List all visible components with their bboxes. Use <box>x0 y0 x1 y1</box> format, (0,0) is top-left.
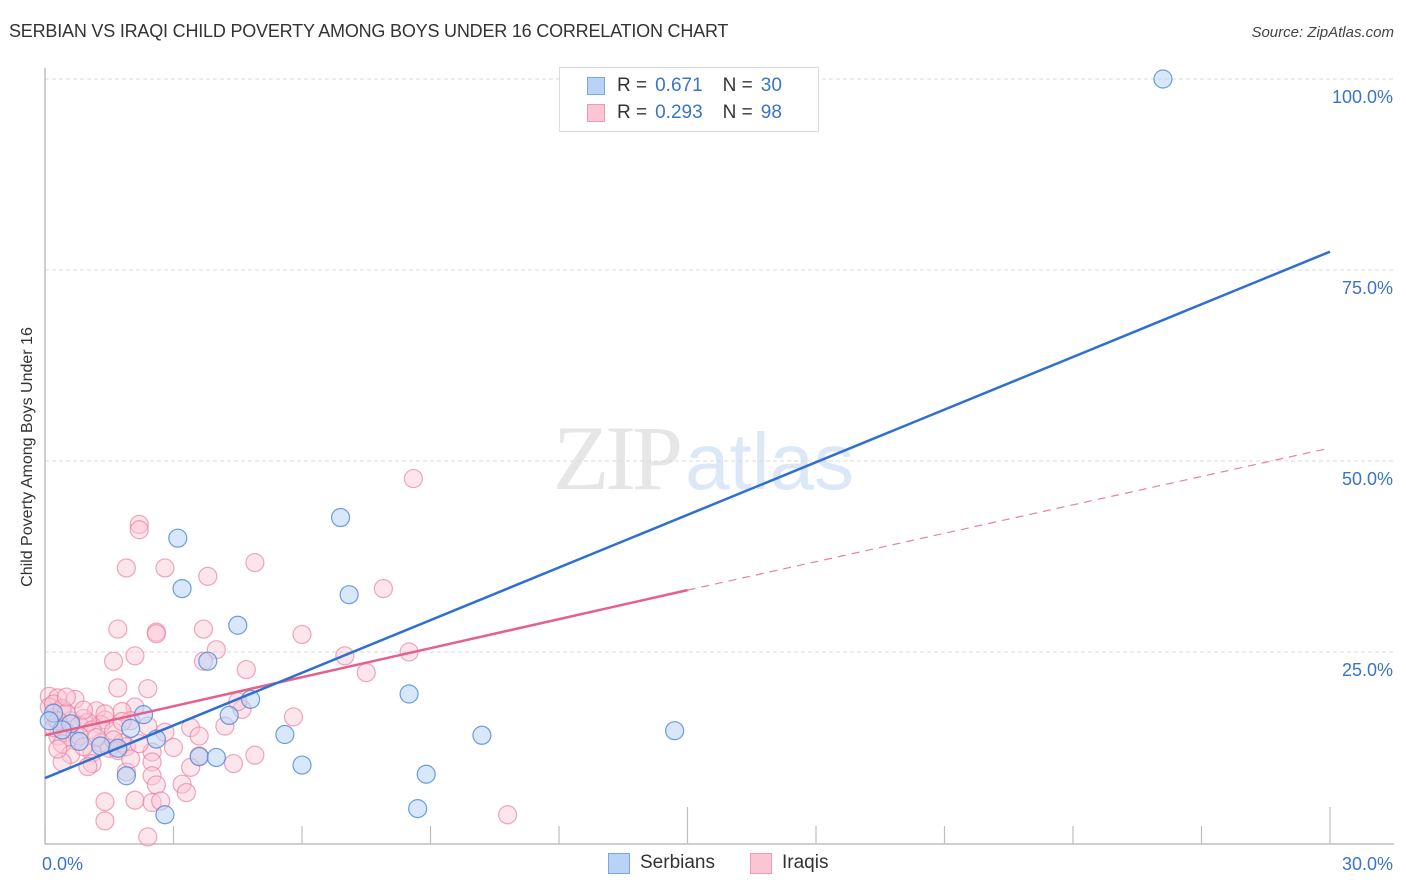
n-label: N = <box>722 75 753 96</box>
serbian-point <box>228 615 248 635</box>
y-axis-label: Child Poverty Among Boys Under 16 <box>19 327 36 587</box>
iraqi-point <box>138 679 158 699</box>
iraqi-point <box>198 566 218 586</box>
serbian-point <box>339 585 359 605</box>
n-label: N = <box>722 102 753 123</box>
r-label: R = <box>617 102 648 123</box>
iraqi-point <box>236 659 256 680</box>
iraqi-point <box>245 745 265 765</box>
iraqi-point <box>103 651 124 671</box>
y-tick-label: 100.0% <box>1332 87 1393 107</box>
iraqi-point <box>163 737 184 758</box>
iraqi-point <box>138 827 158 847</box>
serbian-point <box>69 731 89 751</box>
iraqi-point <box>129 520 149 540</box>
iraqis-trend-line <box>44 588 688 737</box>
iraqis-swatch-icon <box>587 104 605 122</box>
legend-item-iraqis[interactable]: Iraqis <box>750 852 828 874</box>
iraqi-point <box>146 624 166 644</box>
serbian-point <box>189 747 209 767</box>
iraqi-point <box>176 782 196 803</box>
legend-label-serbians: Serbians <box>640 852 715 873</box>
iraqi-point <box>73 700 94 720</box>
iraqi-point <box>95 792 115 812</box>
legend-label-iraqis: Iraqis <box>782 852 829 873</box>
iraqi-point <box>48 739 68 759</box>
iraqi-point <box>292 624 312 645</box>
iraqi-point <box>116 558 136 578</box>
serbian-point <box>168 528 188 548</box>
stats-legend: R = 0.671 N = 30 R = 0.293 N = 98 <box>559 67 819 132</box>
series-legend: Serbians Iraqis <box>0 850 1406 880</box>
iraqi-point <box>498 805 518 825</box>
legend-row-iraqis: R = 0.293 N = 98 <box>587 102 782 124</box>
serbian-point <box>665 721 685 741</box>
iraqi-point <box>142 752 162 772</box>
chart-title: SERBIAN VS IRAQI CHILD POVERTY AMONG BOY… <box>9 21 729 41</box>
iraqi-point <box>125 646 145 666</box>
serbians-trend-line <box>44 250 1331 780</box>
iraqis-legend-swatch-icon <box>750 852 772 874</box>
serbian-point <box>330 507 351 528</box>
serbian-point <box>1153 69 1173 89</box>
serbian-point <box>219 705 239 726</box>
iraqi-point <box>108 678 128 698</box>
legend-item-serbians[interactable]: Serbians <box>608 852 715 874</box>
n-value-iraqis: 98 <box>760 102 782 123</box>
iraqi-point <box>125 790 145 810</box>
serbian-point <box>275 724 295 745</box>
x-tick-label: 0.0% <box>42 854 83 874</box>
iraqi-point <box>245 553 265 573</box>
serbian-point <box>408 799 428 819</box>
serbian-point <box>198 651 218 671</box>
iraqi-point <box>108 619 128 639</box>
serbian-point <box>292 755 312 775</box>
iraqi-point <box>189 726 209 746</box>
serbian-point <box>416 764 436 784</box>
serbian-point <box>155 805 175 825</box>
r-value-iraqis: 0.293 <box>655 102 703 123</box>
serbian-point <box>206 747 226 768</box>
iraqi-point <box>155 558 175 578</box>
serbian-point <box>39 711 59 731</box>
source-credit: Source: ZipAtlas.com <box>1251 24 1394 41</box>
serbian-point <box>172 578 192 599</box>
r-label: R = <box>617 75 648 96</box>
iraqi-point <box>356 663 376 683</box>
iraqi-point <box>95 811 115 831</box>
iraqi-point <box>283 707 304 727</box>
iraqi-point <box>223 753 244 774</box>
x-tick-label: 30.0% <box>1342 854 1393 874</box>
iraqi-point <box>56 687 77 707</box>
y-tick-label: 50.0% <box>1342 469 1393 489</box>
y-tick-label: 25.0% <box>1342 660 1393 680</box>
iraqis-trend-extension <box>687 447 1331 591</box>
iraqi-point <box>129 514 149 535</box>
serbians-swatch-icon <box>587 77 605 95</box>
r-value-serbians: 0.671 <box>655 75 703 96</box>
iraqi-point <box>193 619 214 639</box>
serbian-point <box>116 766 136 786</box>
legend-row-serbians: R = 0.671 N = 30 <box>587 75 782 97</box>
n-value-serbians: 30 <box>760 75 782 96</box>
iraqi-point <box>403 468 423 489</box>
iraqi-point <box>373 578 393 599</box>
y-tick-label: 75.0% <box>1342 278 1393 298</box>
serbian-point <box>472 725 492 745</box>
serbian-point <box>399 684 419 704</box>
iraqi-point <box>146 775 166 795</box>
serbians-legend-swatch-icon <box>608 852 630 874</box>
serbian-point <box>121 718 141 739</box>
iraqi-point <box>142 766 162 786</box>
